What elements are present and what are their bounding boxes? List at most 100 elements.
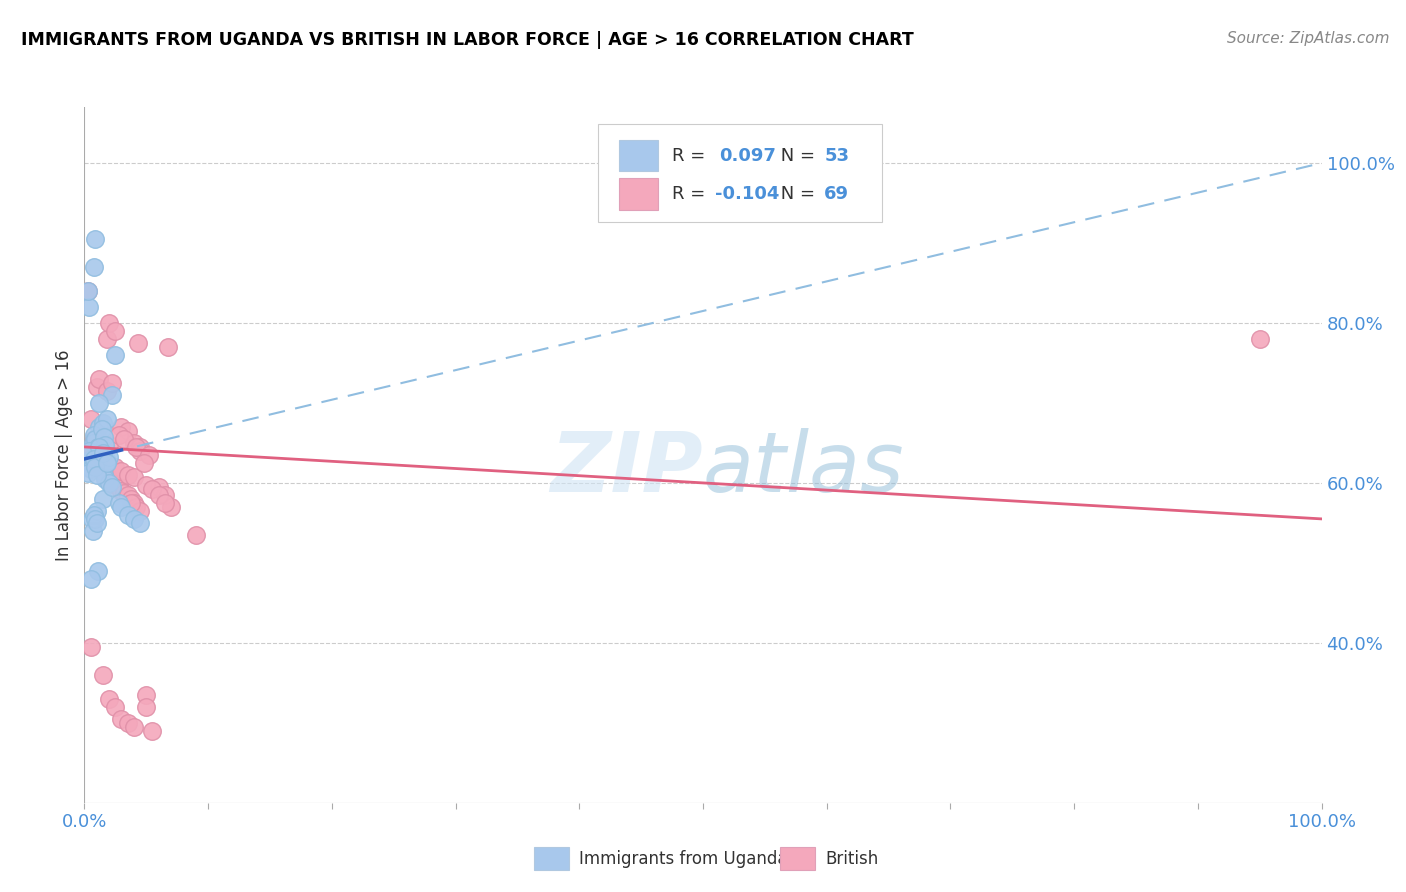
Point — [89, 445, 111, 459]
Point — [98, 475, 121, 490]
Point — [104, 348, 127, 362]
Point — [79, 300, 101, 314]
Point — [89, 448, 111, 462]
Point — [96, 332, 118, 346]
Point — [83, 428, 105, 442]
Text: N =: N = — [775, 147, 821, 165]
Point — [96, 412, 118, 426]
Point — [80, 456, 103, 470]
Point — [86, 380, 108, 394]
Point — [84, 432, 107, 446]
Point — [89, 420, 111, 434]
Point — [110, 420, 132, 434]
Point — [91, 668, 114, 682]
Text: atlas: atlas — [703, 428, 904, 509]
Point — [84, 459, 107, 474]
Y-axis label: In Labor Force | Age > 16: In Labor Force | Age > 16 — [55, 349, 73, 561]
Point — [77, 284, 100, 298]
Point — [125, 500, 148, 514]
Point — [104, 324, 127, 338]
Point — [141, 483, 163, 497]
Point — [86, 504, 108, 518]
Text: 0.097: 0.097 — [718, 147, 776, 165]
Point — [100, 475, 122, 490]
Point — [94, 472, 117, 486]
Point — [153, 496, 176, 510]
Text: Source: ZipAtlas.com: Source: ZipAtlas.com — [1226, 31, 1389, 46]
Point — [79, 451, 101, 466]
Point — [122, 720, 145, 734]
Point — [91, 416, 114, 430]
Point — [80, 442, 103, 457]
Point — [83, 451, 105, 466]
Point — [77, 467, 100, 481]
Point — [83, 451, 105, 466]
Point — [89, 459, 111, 474]
Point — [110, 464, 132, 478]
Point — [83, 260, 105, 274]
Point — [125, 440, 148, 454]
Point — [100, 376, 122, 390]
Point — [86, 456, 108, 470]
Point — [157, 340, 180, 354]
Point — [135, 688, 157, 702]
Point — [83, 508, 105, 522]
Point — [86, 459, 108, 474]
Point — [122, 496, 145, 510]
Point — [135, 699, 157, 714]
Text: R =: R = — [672, 185, 711, 203]
Point — [117, 488, 139, 502]
Point — [98, 691, 121, 706]
FancyBboxPatch shape — [619, 178, 658, 210]
Point — [84, 232, 107, 246]
Point — [96, 384, 118, 398]
Point — [89, 396, 111, 410]
Point — [96, 456, 118, 470]
Point — [86, 516, 108, 530]
Point — [98, 316, 121, 330]
Point — [112, 432, 135, 446]
Point — [91, 464, 114, 478]
Point — [86, 467, 108, 482]
Point — [87, 564, 110, 578]
Point — [117, 508, 139, 522]
Text: -0.104: -0.104 — [716, 185, 780, 203]
Text: British: British — [825, 850, 879, 868]
Point — [79, 412, 101, 426]
Point — [80, 458, 103, 473]
Point — [108, 428, 131, 442]
Point — [82, 436, 104, 450]
Point — [89, 440, 111, 454]
Point — [83, 434, 105, 449]
Text: N =: N = — [775, 185, 821, 203]
Point — [96, 453, 118, 467]
Point — [100, 480, 122, 494]
Point — [129, 440, 152, 454]
Point — [1249, 332, 1271, 346]
Point — [148, 488, 170, 502]
Point — [79, 640, 101, 654]
Point — [86, 429, 108, 443]
Point — [160, 500, 183, 514]
Point — [79, 444, 101, 458]
Point — [110, 483, 132, 498]
Point — [141, 723, 163, 738]
Point — [129, 504, 152, 518]
Text: ZIP: ZIP — [550, 428, 703, 509]
Point — [77, 284, 100, 298]
Point — [79, 444, 101, 458]
Point — [135, 477, 157, 491]
Point — [120, 496, 142, 510]
Point — [87, 440, 110, 454]
Point — [93, 467, 115, 482]
Point — [98, 437, 121, 451]
Point — [100, 388, 122, 402]
Point — [117, 715, 139, 730]
Point — [110, 500, 132, 514]
Point — [184, 528, 207, 542]
Point — [94, 437, 117, 451]
Point — [129, 516, 152, 530]
Point — [132, 456, 155, 470]
Text: R =: R = — [672, 147, 711, 165]
Point — [122, 436, 145, 450]
